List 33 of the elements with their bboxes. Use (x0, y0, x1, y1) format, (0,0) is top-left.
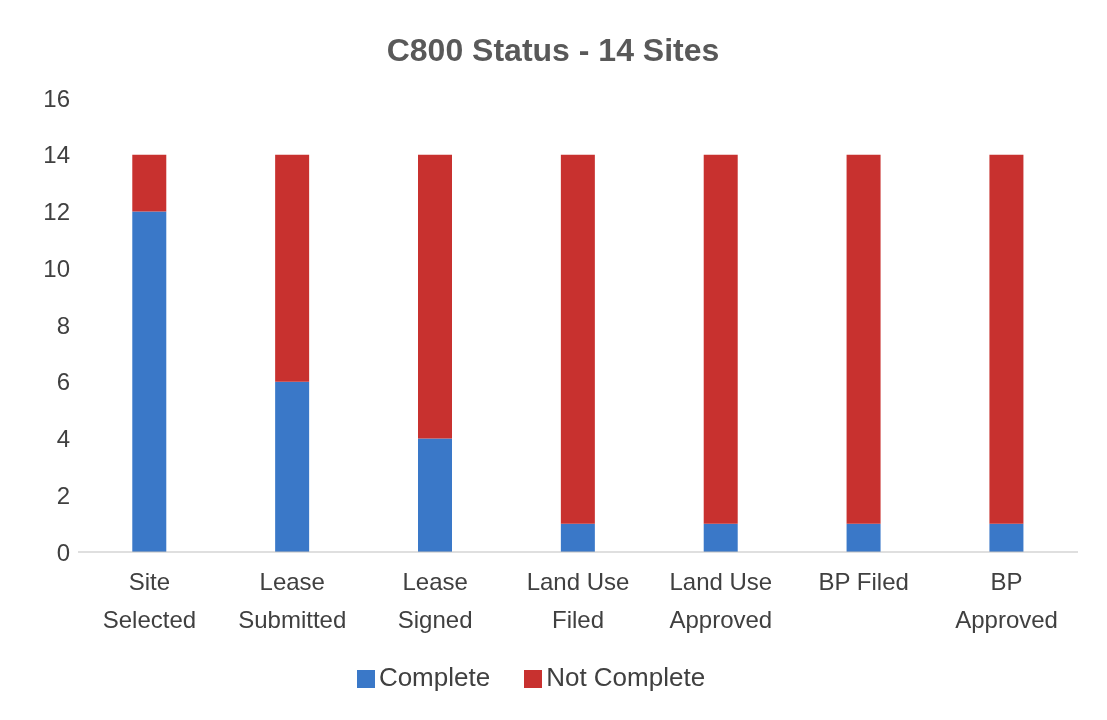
y-tick-label: 8 (56, 311, 70, 339)
bar (275, 154, 310, 382)
chart-title: C800 Status - 14 Sites (386, 32, 720, 68)
legend-label: Complete (378, 662, 491, 692)
bar (846, 523, 881, 552)
y-tick-label: 16 (43, 84, 70, 112)
bar (560, 523, 595, 552)
bar (132, 211, 167, 552)
bar (703, 523, 738, 552)
y-tick-label: 10 (43, 254, 70, 282)
y-tick-label: 12 (43, 198, 70, 226)
x-tick-label: Lease Submitted (238, 568, 347, 633)
x-tick-label: Site Selected (102, 568, 197, 633)
bar (560, 154, 595, 524)
bar (418, 438, 452, 552)
y-tick-label: 2 (56, 481, 70, 509)
x-tick-label: Land Use Approved (669, 568, 773, 633)
legend-label: Not Complete (546, 662, 706, 692)
bar (275, 381, 310, 552)
bar (703, 154, 738, 524)
bar (132, 154, 167, 212)
y-tick-label: 4 (56, 425, 70, 453)
x-tick-label: Lease Signed (397, 568, 473, 633)
bar (846, 154, 881, 524)
y-tick-label: 0 (56, 538, 70, 566)
x-tick-label: BP Filed (818, 568, 909, 595)
bar (989, 154, 1024, 524)
bar (418, 154, 452, 439)
y-tick-label: 6 (56, 368, 70, 396)
y-tick-label: 14 (43, 141, 70, 169)
x-tick-label: Land Use Filed (526, 568, 630, 633)
x-tick-label: BP Approved (955, 568, 1058, 633)
bar (989, 523, 1024, 552)
